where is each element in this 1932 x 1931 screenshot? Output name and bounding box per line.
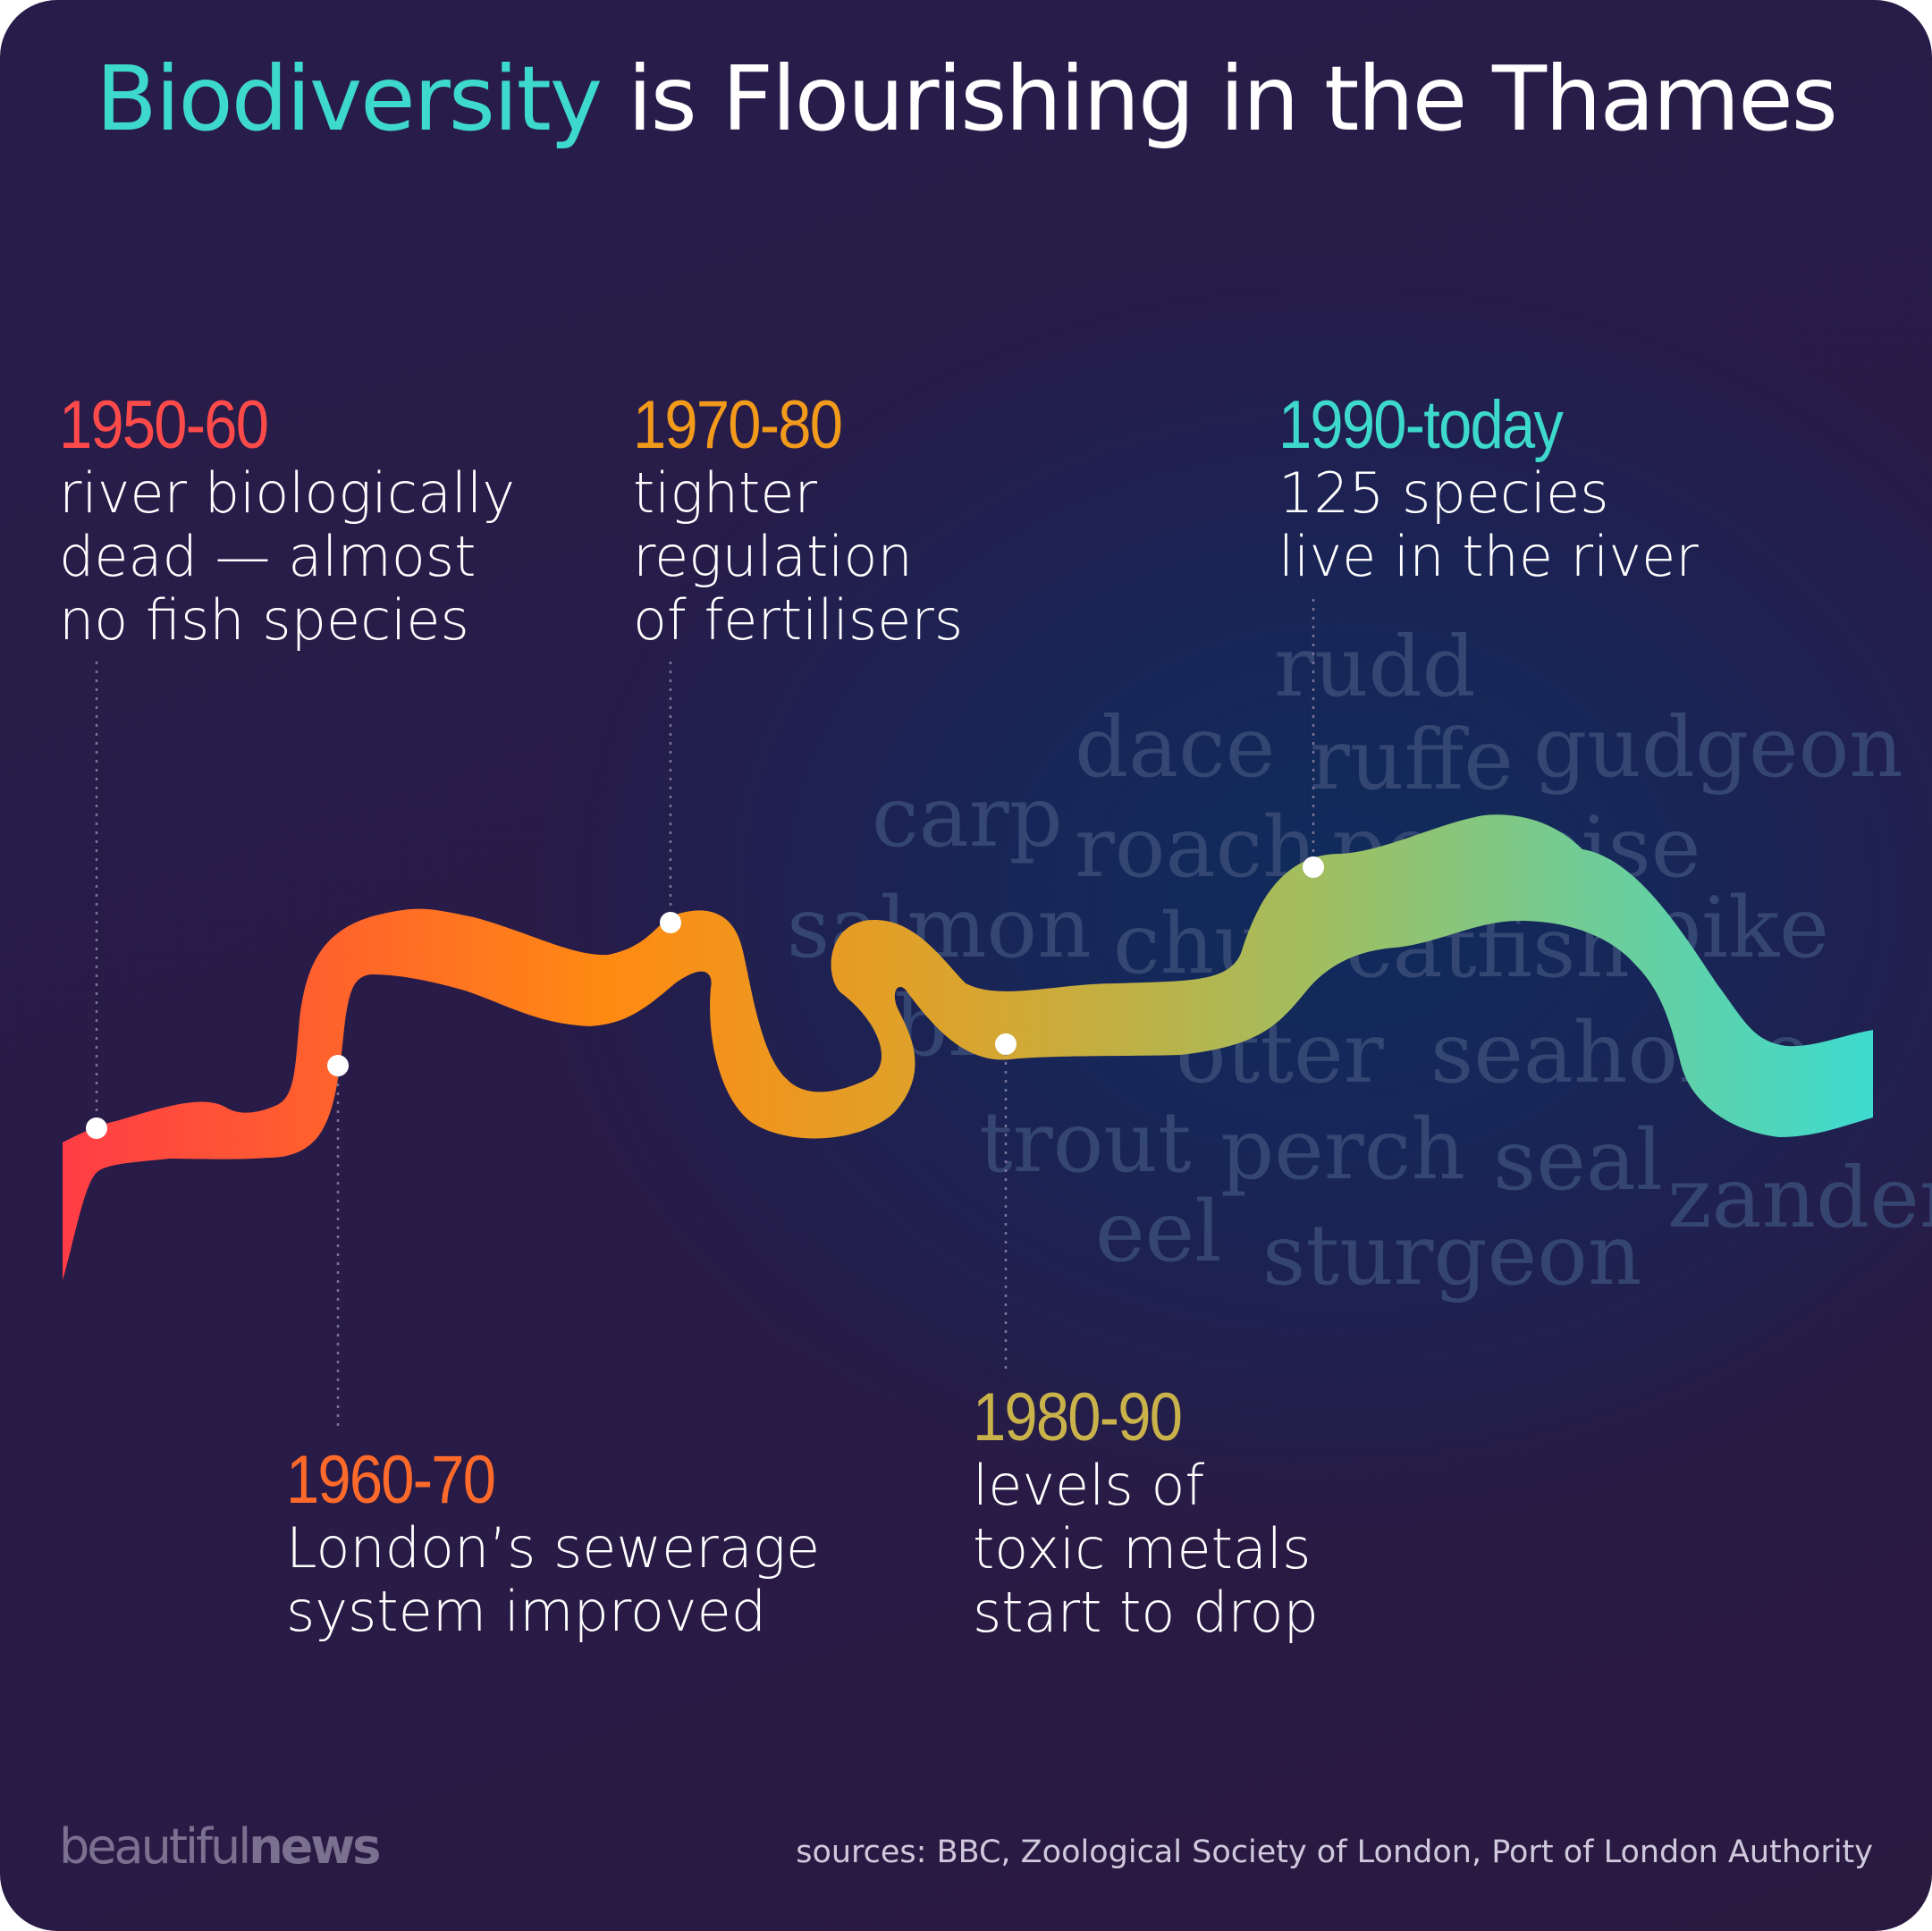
brand-logo: beautifulnews (59, 1818, 381, 1875)
species-word: perch (1220, 1101, 1465, 1199)
species-word: trout (979, 1094, 1192, 1192)
era-years: 1970-80 (633, 387, 843, 463)
milestone-dot-1990 (1303, 856, 1324, 878)
era-1990-today: 1990-today 125 species live in the river (1278, 387, 1699, 589)
era-years: 1980-90 (973, 1379, 1183, 1455)
species-word: sturgeon (1262, 1207, 1641, 1304)
era-description-line: tighter (633, 460, 817, 526)
era-description-line: of fertilisers (633, 587, 964, 653)
era-description-line: regulation (633, 524, 913, 589)
era-description-line: system improved (286, 1579, 767, 1644)
species-word: ruffe (1310, 712, 1514, 809)
species-cloud: rudd dace ruffe gudgeon carp roach porpo… (787, 619, 1932, 1304)
era-years: 1950-60 (59, 387, 269, 463)
species-word: eel (1095, 1184, 1221, 1281)
era-1980-90: 1980-90 levels of toxic metals start to … (973, 1379, 1319, 1645)
sources-credit: sources: BBC, Zoological Society of Lond… (796, 1834, 1873, 1870)
era-1950-60: 1950-60 river biologically dead — almost… (59, 387, 516, 653)
milestone-dot-1950 (86, 1117, 107, 1139)
species-word: roach (1075, 799, 1317, 897)
era-description-line: dead — almost (59, 524, 477, 589)
era-description-line: river biologically (59, 460, 516, 526)
era-description-line: no fish species (59, 587, 469, 653)
milestone-dots (86, 856, 1324, 1139)
era-description-line: London’s sewerage (286, 1515, 821, 1581)
species-word: seal (1493, 1112, 1663, 1210)
species-word: carp (872, 769, 1063, 866)
era-description-line: levels of (973, 1453, 1205, 1518)
era-1970-80: 1970-80 tighter regulation of fertiliser… (633, 387, 964, 653)
era-description-line: live in the river (1278, 524, 1699, 589)
page-title: Biodiversity is Flourishing in the Thame… (0, 46, 1932, 151)
era-description-line: toxic metals (973, 1516, 1312, 1581)
species-word: gudgeon (1533, 699, 1903, 797)
milestone-dot-1970 (660, 912, 681, 933)
leader-lines (95, 599, 1315, 1429)
brand-light: beautiful (59, 1818, 251, 1875)
era-description-line: 125 species (1278, 460, 1609, 526)
milestone-dot-1960 (327, 1055, 349, 1076)
era-description-line: start to drop (973, 1580, 1319, 1645)
species-word: dace (1075, 699, 1276, 797)
milestone-dot-1980 (995, 1033, 1017, 1055)
brand-bold: news (249, 1818, 381, 1875)
thames-river (63, 814, 1873, 1280)
species-word: zander (1667, 1150, 1932, 1247)
era-years: 1990-today (1278, 387, 1564, 463)
title-highlight: Biodiversity (96, 46, 603, 151)
era-1960-70: 1960-70 London’s sewerage system improve… (286, 1442, 821, 1644)
species-word: rudd (1274, 619, 1476, 716)
era-years: 1960-70 (286, 1442, 496, 1518)
title-rest: is Flourishing in the Thames (627, 46, 1838, 151)
